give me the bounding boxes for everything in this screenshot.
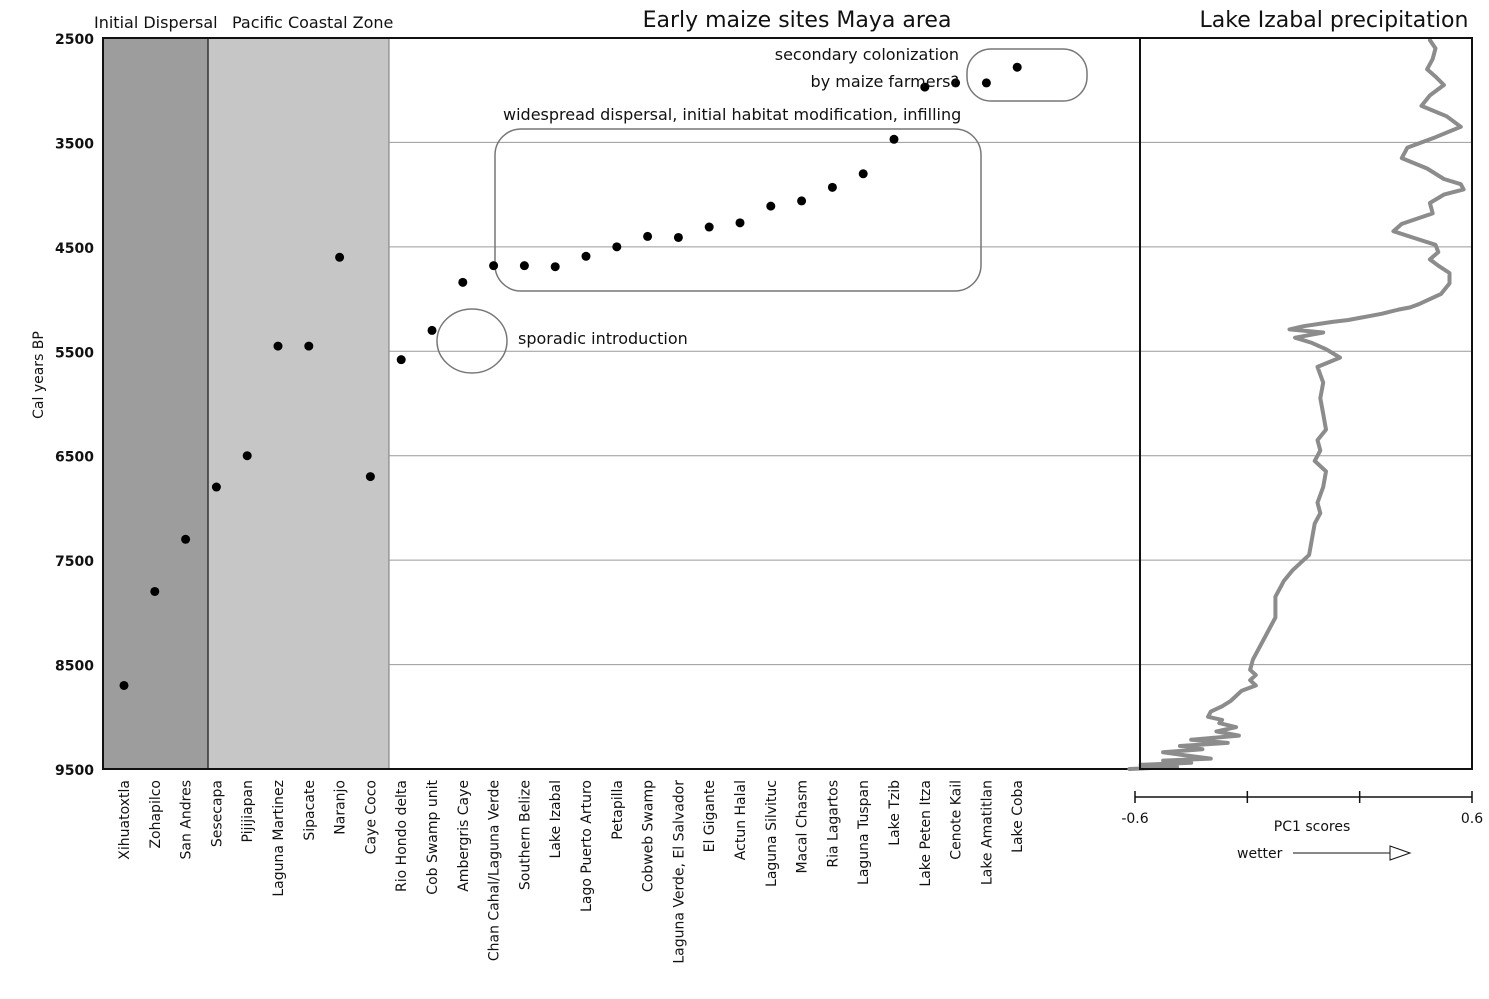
site-dot [458, 277, 468, 287]
initial-dispersal-zone [103, 38, 208, 769]
site-label: Ambergris Caye [456, 780, 472, 892]
site-label: Zohapilco [148, 780, 164, 849]
sporadic-introduction-ellipse [436, 308, 508, 374]
wetter-label: wetter [1237, 846, 1283, 862]
site-label: Chan Cahal/Laguna Verde [487, 780, 503, 961]
site-dot [581, 251, 591, 261]
site-dot [550, 262, 560, 272]
site-dot [119, 680, 129, 690]
site-dot [427, 325, 437, 335]
precipitation-series-line [1127, 38, 1466, 771]
site-dots [119, 62, 1022, 690]
y-tick-label: 8500 [55, 659, 94, 675]
site-label: Laguna Silvituc [764, 780, 780, 887]
site-dot [766, 201, 776, 211]
y-tick-label: 2500 [55, 32, 94, 48]
site-dot [211, 482, 221, 492]
site-dot [643, 231, 653, 241]
site-label: Laguna Verde, El Salvador [671, 780, 687, 964]
pc1-axis-ticks [1134, 791, 1473, 803]
annotation-sporadic-introduction: sporadic introduction [518, 329, 688, 348]
site-label: Lake Coba [1010, 780, 1026, 853]
site-label: Laguna Tuspan [856, 780, 872, 885]
y-tick-label: 4500 [55, 241, 94, 257]
site-dot [273, 341, 283, 351]
y-tick-label: 7500 [55, 554, 94, 570]
site-dot [920, 82, 930, 92]
site-labels: Xihuatoxtla Zohapilco San Andres Sesecapa Pi… [117, 779, 1026, 963]
site-label: Laguna Martinez [271, 780, 287, 897]
y-tick-label: 9500 [55, 763, 94, 779]
site-label: Naranjo [333, 780, 349, 835]
site-dot [889, 134, 899, 144]
site-label: Xihuatoxtla [117, 780, 133, 860]
site-label: Sipacate [302, 780, 318, 841]
site-label: Lake Tzib [887, 780, 903, 846]
site-label: Southern Belize [517, 780, 533, 890]
main-chart-title: Early maize sites Maya area [643, 8, 952, 33]
zone-label-initial-dispersal: Initial Dispersal [94, 13, 218, 32]
site-dot [150, 586, 160, 596]
y-tick-label: 5500 [55, 345, 94, 361]
y-tick-label: 3500 [55, 136, 94, 152]
site-dot [365, 472, 375, 482]
site-dot [673, 232, 683, 242]
site-label: Sesecapa [209, 780, 225, 847]
site-dot [951, 78, 961, 88]
site-label: Macal Chasm [795, 780, 811, 873]
site-dot [242, 451, 252, 461]
site-dot [981, 78, 991, 88]
site-dot [396, 355, 406, 365]
site-label: Ria Lagartos [825, 780, 841, 868]
site-label: Lake Peten Itza [918, 780, 934, 887]
gridlines [389, 141, 1472, 666]
site-label: Petapilla [610, 780, 626, 840]
site-dot [827, 182, 837, 192]
site-dot [797, 196, 807, 206]
site-label: Rio Hondo delta [394, 780, 410, 892]
site-dot [735, 218, 745, 228]
site-label: Lago Puerto Arturo [579, 780, 595, 912]
site-dot [704, 222, 714, 232]
secondary-colonization-box [966, 48, 1088, 102]
y-axis-label: Cal years BP [31, 331, 47, 419]
pc1-tick-label-min: -0.6 [1121, 811, 1148, 827]
zone-label-pacific-coastal: Pacific Coastal Zone [232, 13, 393, 32]
precip-chart-title: Lake Izabal precipitation [1200, 8, 1469, 33]
site-label: Actun Halal [733, 780, 749, 860]
annotation-secondary-colonization: secondary colonization [775, 45, 959, 64]
annotation-widespread-dispersal: widespread dispersal, initial habitat mo… [503, 105, 961, 124]
precip-plot-frame [1139, 37, 1473, 770]
site-dot [489, 261, 499, 271]
site-dot [612, 242, 622, 252]
site-label: Cob Swamp unit [425, 779, 441, 894]
site-label: El Gigante [702, 780, 718, 852]
site-dot [335, 252, 345, 262]
pc1-tick-label-max: 0.6 [1461, 811, 1483, 827]
site-dot [181, 534, 191, 544]
site-label: Lake Amatitlan [979, 780, 995, 885]
site-dot [1012, 62, 1022, 72]
site-dot [304, 341, 314, 351]
pacific-coastal-zone [208, 38, 389, 769]
site-label: Pijijiapan [240, 780, 256, 843]
site-label: Cobweb Swamp [641, 780, 657, 892]
annotation-by-maize-farmers: by maize farmers? [811, 72, 959, 91]
site-label: Lake Izabal [548, 780, 564, 858]
y-tick-label: 6500 [55, 450, 94, 466]
wetter-arrow-icon [1293, 845, 1412, 861]
site-label: Caye Coco [363, 780, 379, 854]
site-label: San Andres [179, 780, 195, 859]
pc1-axis-label: PC1 scores [1274, 819, 1351, 835]
y-tick-labels: 2500 3500 4500 5500 6500 7500 8500 9500 [55, 32, 94, 779]
site-label: Cenote Kail [949, 780, 965, 860]
site-dot [519, 261, 529, 271]
site-dot [858, 169, 868, 179]
widespread-dispersal-box [494, 128, 982, 292]
